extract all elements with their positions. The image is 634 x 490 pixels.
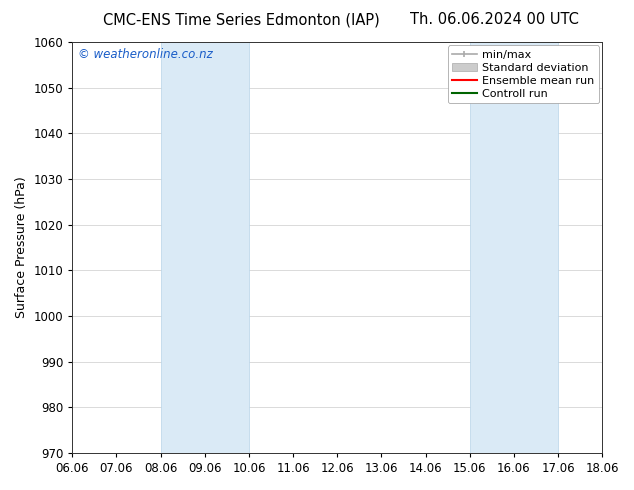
- Text: Th. 06.06.2024 00 UTC: Th. 06.06.2024 00 UTC: [410, 12, 579, 27]
- Bar: [160, 42, 249, 453]
- Text: © weatheronline.co.nz: © weatheronline.co.nz: [77, 48, 212, 61]
- Legend: min/max, Standard deviation, Ensemble mean run, Controll run: min/max, Standard deviation, Ensemble me…: [448, 46, 599, 103]
- Y-axis label: Surface Pressure (hPa): Surface Pressure (hPa): [15, 176, 28, 318]
- Text: CMC-ENS Time Series Edmonton (IAP): CMC-ENS Time Series Edmonton (IAP): [103, 12, 379, 27]
- Bar: [470, 42, 558, 453]
